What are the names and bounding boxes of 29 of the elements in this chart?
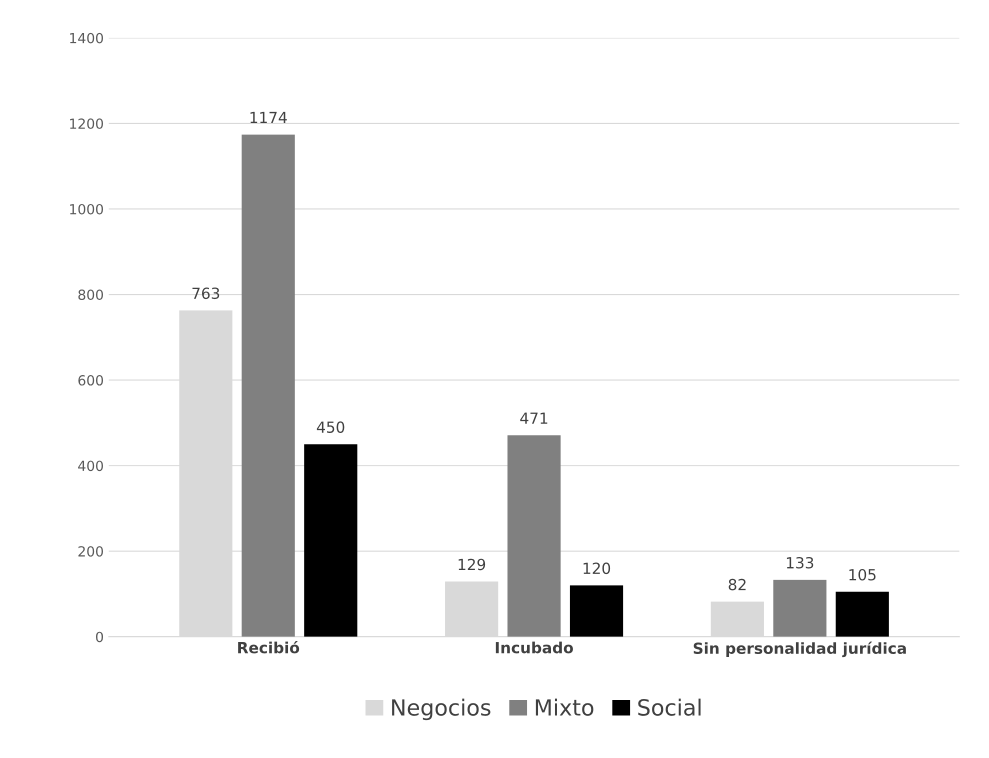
bar (507, 435, 561, 637)
y-tick-label: 1000 (70, 204, 104, 214)
data-label: 105 (849, 568, 876, 581)
x-tick-label: Recibió (238, 640, 300, 654)
data-label: 1174 (250, 112, 287, 124)
y-tick-label: 200 (78, 546, 104, 557)
bar (773, 580, 826, 637)
data-label: 471 (520, 412, 548, 424)
legend-label: Negocios (392, 698, 490, 720)
data-label: 120 (584, 562, 610, 574)
legend-label: Social (638, 698, 701, 716)
data-label: 763 (192, 288, 220, 300)
bar (242, 134, 295, 637)
bar (304, 444, 358, 637)
x-tick-label: Sin personalidad jurídica (694, 642, 906, 658)
y-tick-label: 400 (78, 460, 104, 472)
y-tick-label: 600 (78, 375, 104, 386)
bar (836, 592, 889, 637)
y-tick-label: 1200 (70, 118, 104, 129)
bar (570, 585, 624, 637)
data-label: 450 (316, 421, 344, 433)
y-tick-label: 800 (78, 290, 104, 300)
data-label: 82 (728, 578, 746, 590)
data-label: 133 (786, 556, 814, 569)
data-label: 129 (458, 558, 486, 570)
y-tick-label: 1400 (70, 32, 104, 44)
y-tick-label: 0 (96, 632, 104, 642)
x-tick-label: Incubado (496, 642, 573, 654)
legend-label: Mixto (536, 698, 594, 716)
